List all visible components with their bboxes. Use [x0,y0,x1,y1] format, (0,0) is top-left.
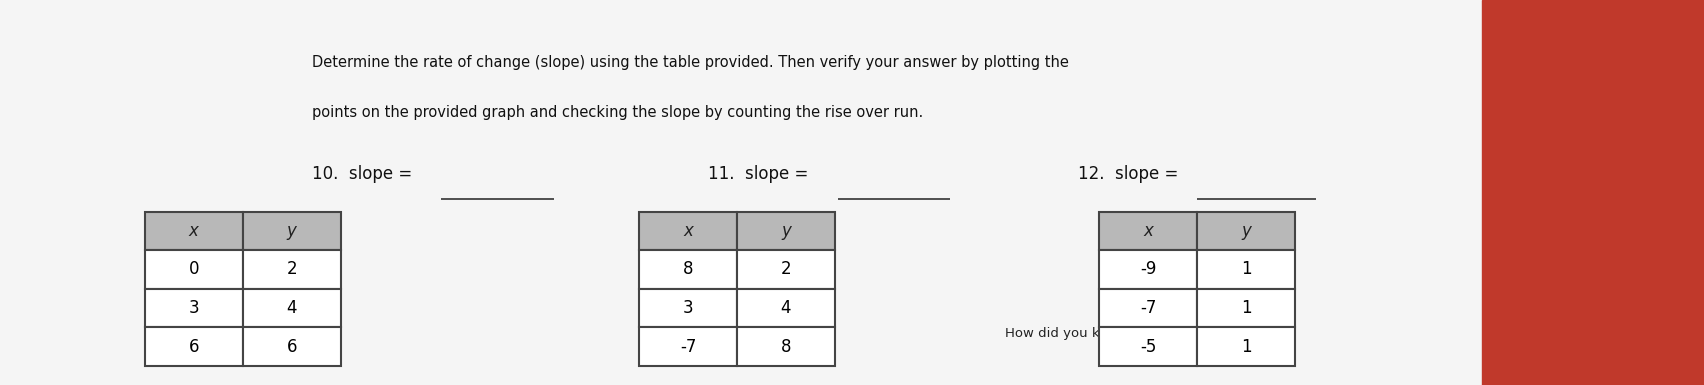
Text: 10.  slope =: 10. slope = [312,165,417,183]
Text: 11.  slope =: 11. slope = [709,165,815,183]
Text: Determine the rate of change (slope) using the table provided. Then verify your : Determine the rate of change (slope) usi… [312,55,1068,70]
Text: points on the provided graph and checking the slope by counting the rise over ru: points on the provided graph and checkin… [312,105,924,121]
Text: How did you know the slope: How did you know the slope [1005,327,1193,340]
Text: 12.  slope =: 12. slope = [1079,165,1184,183]
